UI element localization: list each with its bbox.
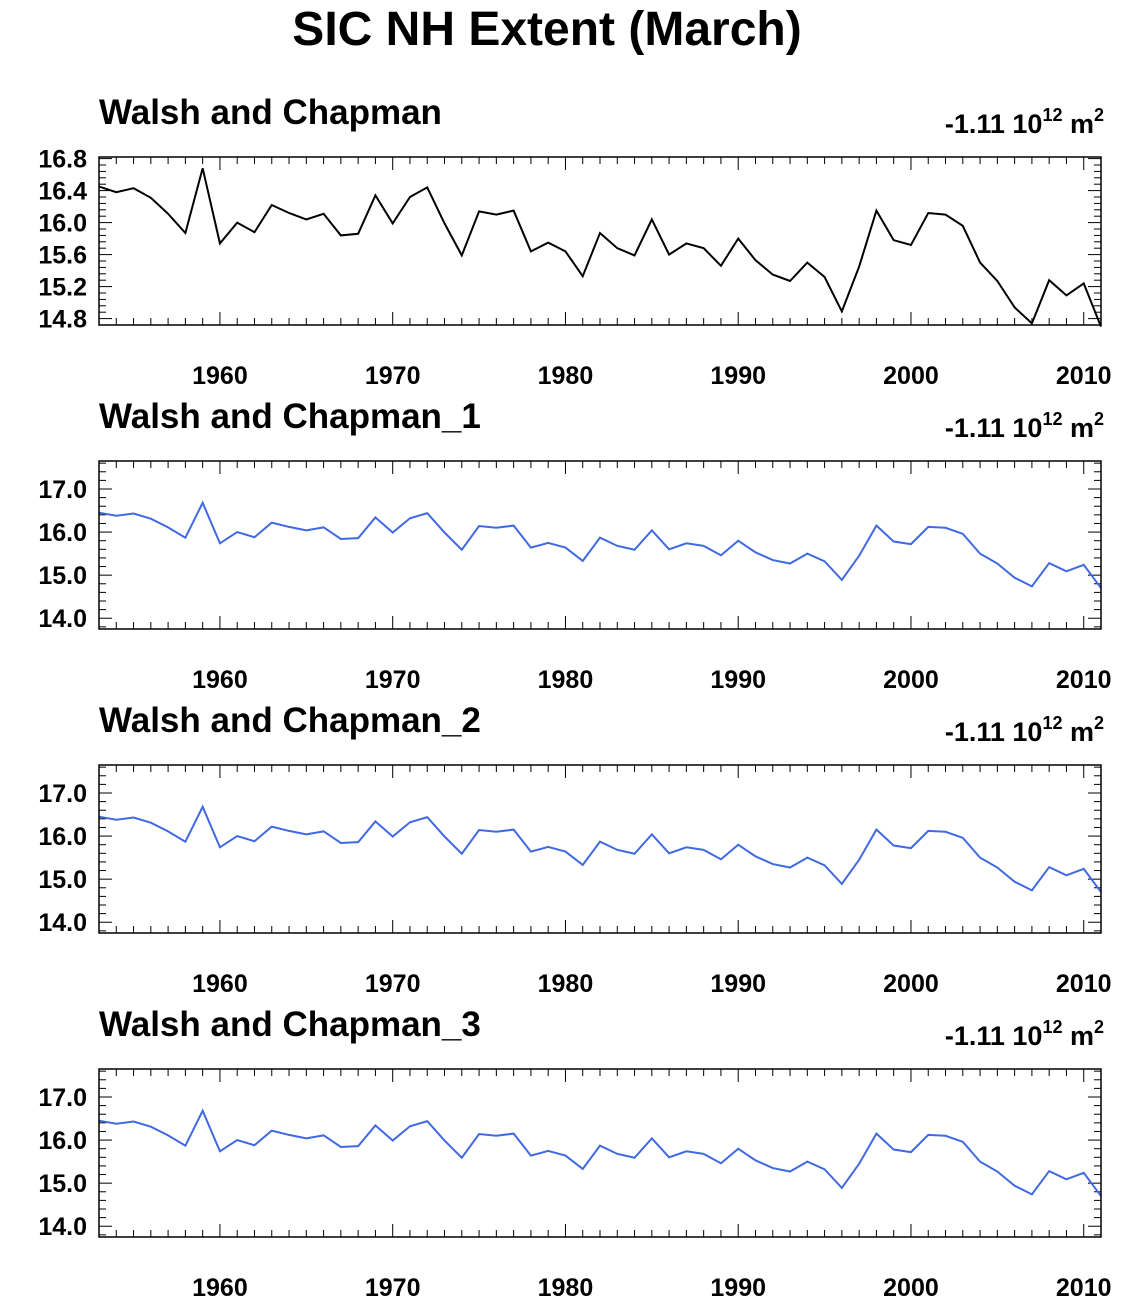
- panel-3-ytick-label-14.0: 14.0: [38, 909, 87, 937]
- panel-4-trend-unit-exponent: 2: [1094, 1017, 1104, 1037]
- panel-3-trend-exponent: 12: [1042, 713, 1062, 733]
- panel-2-ytick-label-14.0: 14.0: [38, 605, 87, 633]
- panel-2-trend-value: -1.11 10: [945, 413, 1043, 443]
- panel-4-trend-unit: m: [1062, 1021, 1094, 1051]
- panel-3-xtick-label-1990: 1990: [710, 970, 766, 998]
- panel-1-series-line-1: [98, 167, 1102, 327]
- panel-2-title: Walsh and Chapman_1: [99, 397, 481, 436]
- panel-1-xtick-label-2000: 2000: [883, 362, 939, 390]
- panel-4-title: Walsh and Chapman_3: [99, 1005, 481, 1044]
- panel-3-plot-frame: [98, 764, 1102, 934]
- panel-3-ytick-label-17.0: 17.0: [38, 780, 87, 808]
- panel-4-xtick-label-2010: 2010: [1056, 1274, 1112, 1302]
- panel-2-xtick-label-2010: 2010: [1056, 666, 1112, 694]
- panel-1-xtick-label-2010: 2010: [1056, 362, 1112, 390]
- panel-1: Walsh and Chapman -1.11 1012 m2 14.8 15.2 15…: [38, 93, 1111, 390]
- panel-1-ytick-label-15.6: 15.6: [38, 242, 87, 270]
- panel-4: Walsh and Chapman_3 -1.11 1012 m2 14.0 15.0…: [38, 1005, 1111, 1302]
- panel-1-ytick-label-16.8: 16.8: [38, 146, 87, 174]
- panel-3-trend-annotation: -1.11 1012 m2: [945, 713, 1104, 747]
- panel-1-xtick-label-1970: 1970: [365, 362, 421, 390]
- panel-2-trend-exponent: 12: [1042, 409, 1062, 429]
- panel-4-ytick-label-17.0: 17.0: [38, 1084, 87, 1112]
- panel-3-trend-unit-exponent: 2: [1094, 713, 1104, 733]
- panel-3-xtick-label-1970: 1970: [365, 970, 421, 998]
- panel-4-xtick-label-1980: 1980: [538, 1274, 594, 1302]
- panel-2-trend-unit: m: [1062, 413, 1094, 443]
- panel-3-trend-unit: m: [1062, 717, 1094, 747]
- panel-2-ytick-label-17.0: 17.0: [38, 476, 87, 504]
- panel-3-trend-value: -1.11 10: [945, 717, 1043, 747]
- panel-4-series-line-1: [98, 1108, 1102, 1197]
- panel-2-xtick-label-2000: 2000: [883, 666, 939, 694]
- panel-1-trend-unit: m: [1062, 109, 1094, 139]
- panel-4-xtick-label-2000: 2000: [883, 1274, 939, 1302]
- panel-4-ytick-label-15.0: 15.0: [38, 1170, 87, 1198]
- panel-1-trend-unit-exponent: 2: [1094, 105, 1104, 125]
- panel-3-ytick-label-15.0: 15.0: [38, 866, 87, 894]
- panel-1-ytick-label-16.4: 16.4: [38, 178, 87, 206]
- panel-2: Walsh and Chapman_1 -1.11 1012 m2 14.0 15.0…: [38, 397, 1111, 694]
- panel-3-xtick-label-2010: 2010: [1056, 970, 1112, 998]
- panel-2-xtick-label-1980: 1980: [538, 666, 594, 694]
- panel-1-ytick-label-14.8: 14.8: [38, 306, 87, 334]
- panel-4-trend-annotation: -1.11 1012 m2: [945, 1017, 1104, 1051]
- panel-2-ytick-label-16.0: 16.0: [38, 519, 87, 547]
- panel-1-ytick-label-16.0: 16.0: [38, 210, 87, 238]
- panel-3-xtick-label-2000: 2000: [883, 970, 939, 998]
- panel-2-ytick-label-15.0: 15.0: [38, 562, 87, 590]
- panel-3-ytick-label-16.0: 16.0: [38, 823, 87, 851]
- panel-2-plot-frame: [98, 460, 1102, 630]
- panel-1-title: Walsh and Chapman: [99, 93, 442, 132]
- panel-4-trend-value: -1.11 10: [945, 1021, 1043, 1051]
- panel-2-trend-unit-exponent: 2: [1094, 409, 1104, 429]
- panel-1-trend-annotation: -1.11 1012 m2: [945, 105, 1104, 139]
- panel-4-xtick-label-1960: 1960: [192, 1274, 248, 1302]
- panel-1-trend-exponent: 12: [1042, 105, 1062, 125]
- panel-1-xtick-label-1990: 1990: [710, 362, 766, 390]
- panel-3: Walsh and Chapman_2 -1.11 1012 m2 14.0 15.0…: [38, 701, 1111, 998]
- panel-4-ytick-label-16.0: 16.0: [38, 1127, 87, 1155]
- panel-4-ytick-label-14.0: 14.0: [38, 1213, 87, 1241]
- panel-1-plot-frame: [98, 156, 1102, 326]
- panel-4-xtick-label-1990: 1990: [710, 1274, 766, 1302]
- panel-4-xtick-label-1970: 1970: [365, 1274, 421, 1302]
- panel-4-trend-exponent: 12: [1042, 1017, 1062, 1037]
- panel-3-xtick-label-1980: 1980: [538, 970, 594, 998]
- panel-2-trend-annotation: -1.11 1012 m2: [945, 409, 1104, 443]
- panel-2-xtick-label-1960: 1960: [192, 666, 248, 694]
- panel-3-title: Walsh and Chapman_2: [99, 701, 481, 740]
- panels: Walsh and Chapman -1.11 1012 m214.815.215…: [38, 93, 1111, 1302]
- figure-title: SIC NH Extent (March): [292, 3, 801, 56]
- panel-1-ytick-label-15.2: 15.2: [38, 274, 87, 302]
- panel-2-series-line-1: [98, 500, 1102, 589]
- panel-4-plot-frame: [98, 1068, 1102, 1238]
- panel-1-trend-value: -1.11 10: [945, 109, 1043, 139]
- panel-1-xtick-label-1960: 1960: [192, 362, 248, 390]
- panel-3-xtick-label-1960: 1960: [192, 970, 248, 998]
- panel-2-xtick-label-1990: 1990: [710, 666, 766, 694]
- panel-1-xtick-label-1980: 1980: [538, 362, 594, 390]
- panel-3-series-line-1: [98, 804, 1102, 893]
- panel-2-xtick-label-1970: 1970: [365, 666, 421, 694]
